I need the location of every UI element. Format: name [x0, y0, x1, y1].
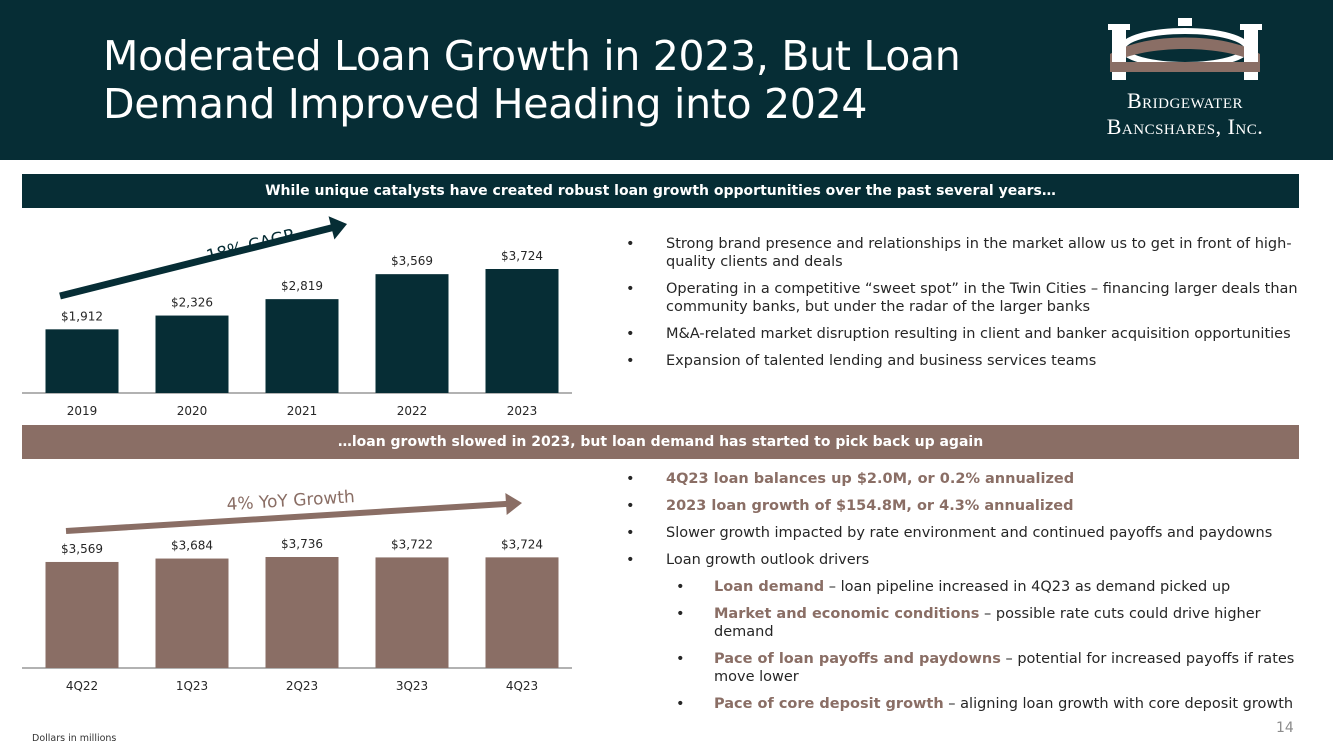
- sub-bullet-item: • Loan demand – loan pipeline increased i…: [620, 578, 1310, 596]
- bridge-logo-icon: [1108, 18, 1262, 80]
- bullet-highlight: Pace of core deposit growth: [714, 696, 944, 712]
- page-title: Moderated Loan Growth in 2023, But Loan …: [103, 32, 1063, 128]
- bullet-item: • Strong brand presence and relationships…: [620, 235, 1300, 271]
- trend-label: 18% CAGR: [204, 225, 298, 267]
- tick-label-2022: 2022: [397, 404, 428, 418]
- page-number: 14: [1276, 720, 1294, 736]
- bullet-icon: •: [626, 471, 635, 487]
- bullet-item: • Slower growth impacted by rate environm…: [620, 524, 1310, 542]
- data-label-2Q23: $3,736: [281, 537, 323, 551]
- header-bar: Moderated Loan Growth in 2023, But Loan …: [0, 0, 1333, 160]
- bullet-icon: •: [626, 353, 635, 369]
- section1-banner: While unique catalysts have created robu…: [22, 174, 1299, 208]
- trend-arrow: [65, 500, 515, 534]
- data-label-4Q22: $3,569: [61, 542, 103, 556]
- bullet-text: Expansion of talented lending and busine…: [666, 353, 1097, 369]
- bar-2021: [265, 299, 339, 393]
- bar-3Q23: [375, 557, 449, 668]
- bullet-icon: •: [676, 696, 685, 712]
- section2-banner: …loan growth slowed in 2023, but loan de…: [22, 425, 1299, 459]
- loan-growth-annual-chart: $1,912 2019 $2,326 2020 $2,819 2021 $3,569 2022…: [22, 216, 572, 418]
- tick-label-2021: 2021: [287, 404, 318, 418]
- bullet-highlight: Pace of loan payoffs and paydowns: [714, 651, 1001, 667]
- bullet-highlight: Loan demand: [714, 579, 825, 595]
- data-label-1Q23: $3,684: [171, 539, 213, 553]
- bar-2023: [485, 269, 559, 393]
- bar-4Q22: [45, 561, 119, 668]
- sub-bullet-item: • Pace of loan payoffs and paydowns – pot…: [620, 650, 1310, 686]
- bullet-text: – potential for increased payoffs if rat…: [714, 651, 1295, 685]
- tick-label-3Q23: 3Q23: [396, 679, 428, 693]
- bar-2019: [45, 329, 119, 393]
- tick-label-4Q22: 4Q22: [66, 679, 98, 693]
- company-logo: Bridgewater Bancshares, Inc.: [1060, 14, 1310, 144]
- trend-arrow-head: [328, 216, 347, 240]
- title-line-1: Moderated Loan Growth in 2023, But Loan: [103, 32, 961, 80]
- data-label-2020: $2,326: [171, 296, 213, 310]
- bullet-item: • Loan growth outlook drivers: [620, 551, 1310, 569]
- bullet-text: Operating in a competitive “sweet spot” …: [666, 281, 1298, 315]
- bar-4Q23: [485, 557, 559, 668]
- trend-label: 4% YoY Growth: [226, 487, 355, 515]
- trend-arrow-head: [505, 493, 522, 515]
- data-label-2022: $3,569: [391, 254, 433, 268]
- bullet-text: Slower growth impacted by rate environme…: [666, 525, 1273, 541]
- trend-arrow: [59, 222, 340, 300]
- bullet-text: Loan growth outlook drivers: [666, 552, 870, 568]
- section1-bullets: • Strong brand presence and relationships…: [620, 235, 1300, 379]
- footnote: Dollars in millions: [32, 733, 117, 744]
- bullet-text: – loan pipeline increased in 4Q23 as dem…: [824, 579, 1231, 595]
- tick-label-2020: 2020: [177, 404, 208, 418]
- bullet-icon: •: [676, 606, 685, 622]
- bar-2Q23: [265, 557, 339, 668]
- bullet-icon: •: [676, 579, 685, 595]
- bullet-item: • M&A-related market disruption resulting…: [620, 325, 1300, 343]
- title-line-2: Demand Improved Heading into 2024: [103, 80, 868, 128]
- data-label-3Q23: $3,722: [391, 537, 433, 551]
- bar-2020: [155, 315, 229, 393]
- logo-line-1: Bridgewater: [1127, 88, 1243, 113]
- bullet-text: – possible rate cuts could drive higher …: [714, 606, 1261, 640]
- bullet-item: • Operating in a competitive “sweet spot”…: [620, 280, 1300, 316]
- bullet-icon: •: [626, 326, 635, 342]
- bullet-icon: •: [626, 498, 635, 514]
- bullet-icon: •: [626, 525, 635, 541]
- loan-growth-quarterly-chart: $3,569 4Q22 $3,684 1Q23 $3,736 2Q23 $3,722 3Q23…: [22, 487, 572, 693]
- tick-label-4Q23: 4Q23: [506, 679, 538, 693]
- bullet-item: • 4Q23 loan balances up $2.0M, or 0.2% an…: [620, 470, 1310, 488]
- tick-label-2019: 2019: [67, 404, 98, 418]
- bar-2022: [375, 274, 449, 393]
- sub-bullet-item: • Pace of core deposit growth – aligning …: [620, 695, 1310, 713]
- tick-label-1Q23: 1Q23: [176, 679, 208, 693]
- bullet-icon: •: [626, 552, 635, 568]
- bullet-icon: •: [626, 236, 635, 252]
- bullet-item: • Expansion of talented lending and busin…: [620, 352, 1300, 370]
- bullet-highlight: 4Q23 loan balances up $2.0M, or 0.2% ann…: [666, 471, 1075, 487]
- data-label-4Q23: $3,724: [501, 537, 543, 551]
- data-label-2019: $1,912: [61, 309, 103, 323]
- bullet-highlight: Market and economic conditions: [714, 606, 980, 622]
- tick-label-2Q23: 2Q23: [286, 679, 318, 693]
- bullet-text: M&A-related market disruption resulting …: [666, 326, 1291, 342]
- data-label-2023: $3,724: [501, 249, 543, 263]
- section2-bullets: • 4Q23 loan balances up $2.0M, or 0.2% an…: [620, 470, 1310, 722]
- bullet-text: – aligning loan growth with core deposit…: [943, 696, 1294, 712]
- bar-1Q23: [155, 558, 229, 668]
- data-label-2021: $2,819: [281, 279, 323, 293]
- bullet-item: • 2023 loan growth of $154.8M, or 4.3% an…: [620, 497, 1310, 515]
- sub-bullet-item: • Market and economic conditions – possib…: [620, 605, 1310, 641]
- logo-line-2: Bancshares, Inc.: [1106, 114, 1264, 139]
- bullet-icon: •: [676, 651, 685, 667]
- bullet-icon: •: [626, 281, 635, 297]
- bullet-highlight: 2023 loan growth of $154.8M, or 4.3% ann…: [666, 498, 1074, 514]
- bullet-text: Strong brand presence and relationships …: [666, 236, 1292, 270]
- tick-label-2023: 2023: [507, 404, 538, 418]
